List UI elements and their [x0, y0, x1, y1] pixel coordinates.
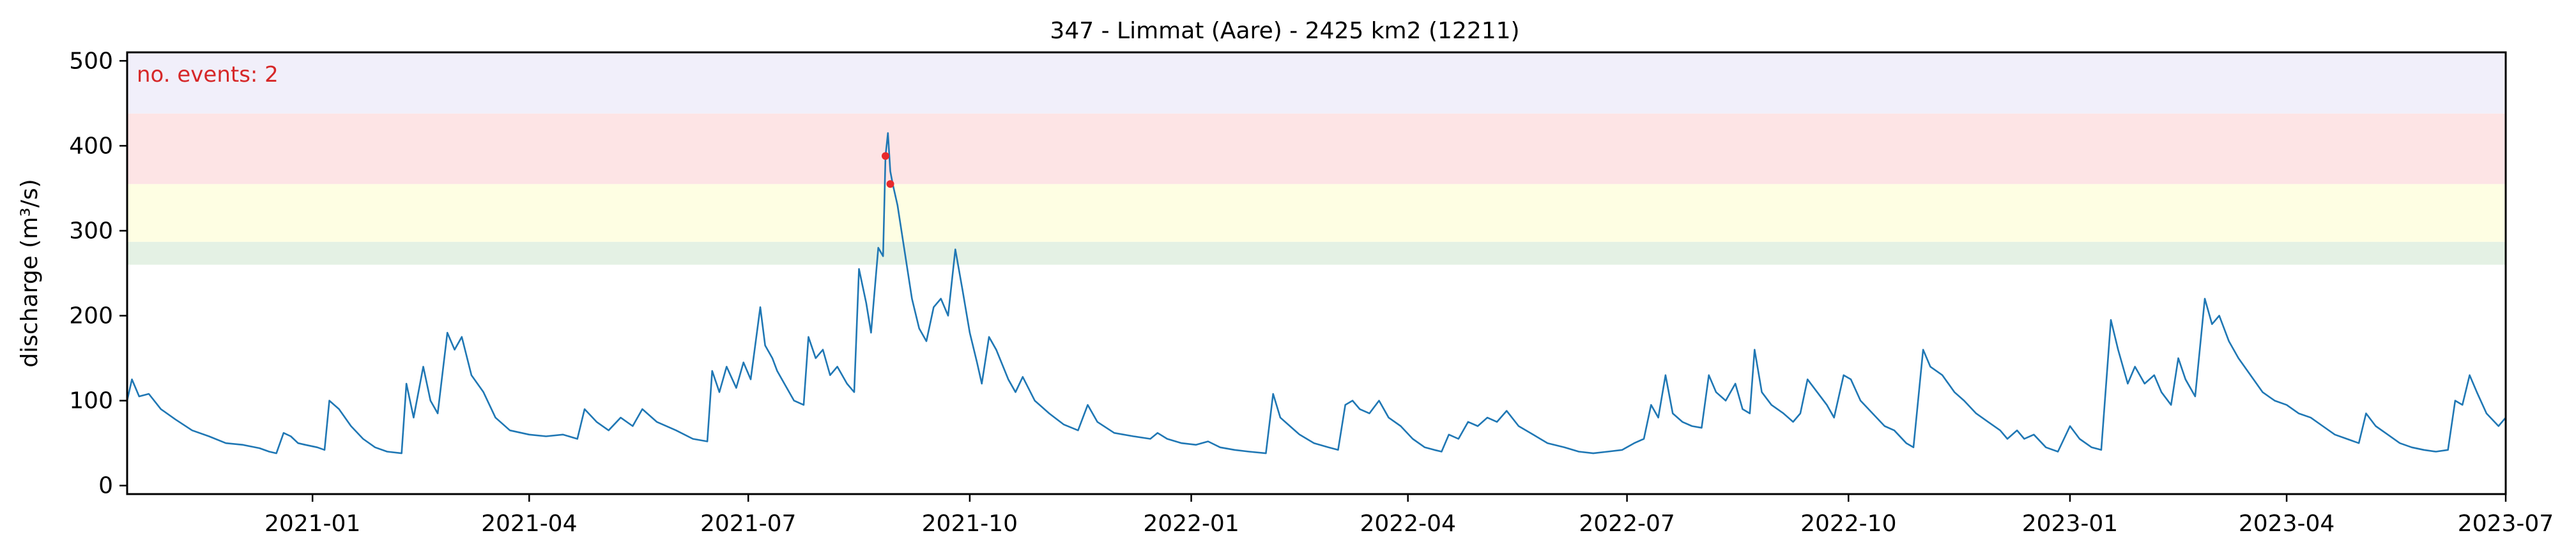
threshold-band-0 — [127, 241, 2506, 265]
threshold-band-1 — [127, 184, 2506, 242]
chart-title: 347 - Limmat (Aare) - 2425 km2 (12211) — [1050, 18, 1519, 44]
x-tick-label-7: 2022-10 — [1800, 511, 1896, 537]
y-tick-label-3: 300 — [69, 218, 113, 244]
threshold-band-3 — [127, 52, 2506, 114]
discharge-line-0 — [126, 132, 2506, 455]
series-layer — [126, 132, 2506, 455]
y-axis-label: discharge (m³/s) — [17, 179, 43, 367]
threshold-bands — [127, 52, 2506, 265]
event-marker-0 — [881, 152, 889, 160]
x-tick-label-3: 2021-10 — [922, 511, 1018, 537]
y-tick-label-0: 0 — [98, 473, 113, 499]
x-tick-label-0: 2021-01 — [264, 511, 360, 537]
event-markers — [881, 152, 894, 188]
x-tick-label-6: 2022-07 — [1579, 511, 1675, 537]
x-tick-label-8: 2023-01 — [2022, 511, 2118, 537]
x-tick-label-5: 2022-04 — [1360, 511, 1455, 537]
x-tick-label-2: 2021-07 — [700, 511, 796, 537]
x-tick-label-1: 2021-04 — [481, 511, 577, 537]
y-tick-label-5: 500 — [69, 48, 113, 74]
event-marker-1 — [886, 180, 894, 188]
x-tick-label-10: 2023-07 — [2458, 511, 2554, 537]
y-tick-label-2: 200 — [69, 303, 113, 329]
y-tick-label-4: 400 — [69, 133, 113, 159]
x-tick-label-4: 2022-01 — [1143, 511, 1239, 537]
threshold-band-2 — [127, 113, 2506, 184]
x-tick-label-9: 2023-04 — [2239, 511, 2334, 537]
x-axis: 2021-01 2021-04 2021-07 2021-10 2022-01 2022-… — [264, 494, 2554, 537]
y-axis: 0 100 200 300 400 500 — [69, 48, 127, 499]
event-count-annotation: no. events: 2 — [137, 62, 279, 87]
plot-frame — [126, 51, 2507, 495]
y-tick-label-1: 100 — [69, 388, 113, 414]
